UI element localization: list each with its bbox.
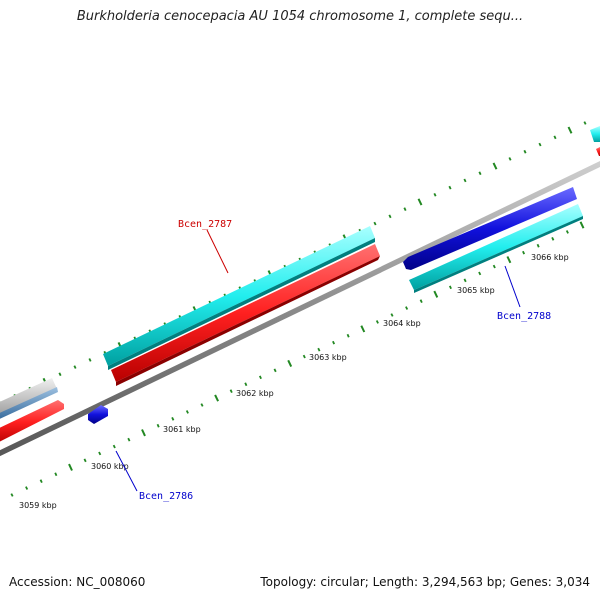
map-title: Burkholderia cenocepacia AU 1054 chromos… [76,9,524,24]
gene-label-bcen-2787[interactable]: Bcen_2787 [178,219,232,230]
summary-text: Topology: circular; Length: 3,294,563 bp… [260,575,590,589]
minor-tick [463,278,467,283]
minor-tick [346,333,350,338]
tick-labels: 3059 kbp 3060 kbp 3061 kbp 3062 kbp 3063… [19,253,569,510]
backbone [0,161,600,457]
feature-bcen-2787-red[interactable] [111,244,380,386]
minor-tick [58,372,62,377]
minor-tick [388,214,392,219]
feature-left-steel[interactable] [0,387,58,421]
major-tick [506,256,512,264]
feature-left-gray[interactable] [0,378,57,418]
minor-tick [433,192,437,197]
tick-label-3065: 3065 kbp [457,286,495,295]
minor-tick [39,479,43,483]
minor-tick [390,313,394,317]
feature-bcen-2786-blue[interactable] [88,405,108,424]
minor-tick [448,185,452,190]
gene-label-bcen-2786[interactable]: Bcen_2786 [139,491,193,502]
minor-tick [185,410,189,414]
major-tick [433,290,439,298]
minor-tick [536,243,540,248]
minor-tick [171,417,175,421]
minor-tick [373,221,377,226]
minor-tick [98,451,102,456]
minor-tick [25,486,29,490]
tick-label-3063: 3063 kbp [309,353,347,362]
minor-tick [73,365,77,369]
inner-tick-marks [10,221,585,497]
minor-tick [244,382,248,387]
major-tick [141,429,146,437]
minor-tick [583,121,587,125]
minor-tick [112,444,116,449]
major-tick [492,162,498,170]
feature-bcen-2787-cyan[interactable] [103,226,375,370]
accession-text: Accession: NC_008060 [9,575,146,589]
minor-tick [463,178,467,183]
major-tick [287,359,293,368]
minor-tick [302,354,306,359]
major-tick [68,463,73,471]
tick-label-3062: 3062 kbp [236,389,274,398]
feature-bcen-2788-cyan[interactable] [409,204,583,293]
tick-label-3064: 3064 kbp [383,319,421,328]
minor-tick [83,458,87,463]
feature-bcen-2788-blue[interactable] [403,187,577,270]
minor-tick [478,171,482,176]
minor-tick [375,320,379,324]
minor-tick [522,250,526,255]
major-tick [579,221,585,229]
minor-tick [127,437,131,442]
tick-label-3060: 3060 kbp [91,462,129,471]
minor-tick [405,306,409,310]
minor-tick [478,271,482,276]
minor-tick [156,423,160,428]
major-tick [360,325,366,333]
minor-tick [419,299,423,303]
major-tick [214,394,220,402]
minor-tick [523,149,527,154]
feature-top-right-red[interactable] [596,147,600,156]
minor-tick [54,472,58,477]
minor-tick [200,403,204,407]
major-tick [567,126,573,134]
major-tick [417,198,423,206]
minor-tick [273,368,277,373]
tick-label-3061: 3061 kbp [163,425,201,434]
gene-label-bcen-2788[interactable]: Bcen_2788 [497,311,551,322]
minor-tick [258,375,262,380]
minor-tick [492,264,496,269]
minor-tick [553,135,557,140]
feature-top-right-cyan[interactable] [590,126,600,142]
minor-tick [448,285,452,290]
minor-tick [508,157,512,161]
gene-label-leaders [115,229,521,492]
minor-tick [551,237,555,241]
minor-tick [565,230,569,234]
minor-tick [229,389,233,393]
tick-label-3066: 3066 kbp [531,253,569,262]
minor-tick [10,493,14,497]
minor-tick [538,142,542,147]
minor-tick [88,358,92,362]
tick-label-3059: 3059 kbp [19,501,57,510]
minor-tick [403,207,407,211]
feature-left-red[interactable] [0,400,64,444]
minor-tick [317,347,321,352]
minor-tick [332,340,336,345]
